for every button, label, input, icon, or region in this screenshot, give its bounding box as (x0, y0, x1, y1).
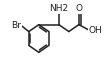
Text: O: O (75, 4, 82, 13)
Text: OH: OH (89, 26, 103, 34)
Text: Br: Br (11, 21, 21, 30)
Text: NH2: NH2 (49, 4, 68, 13)
